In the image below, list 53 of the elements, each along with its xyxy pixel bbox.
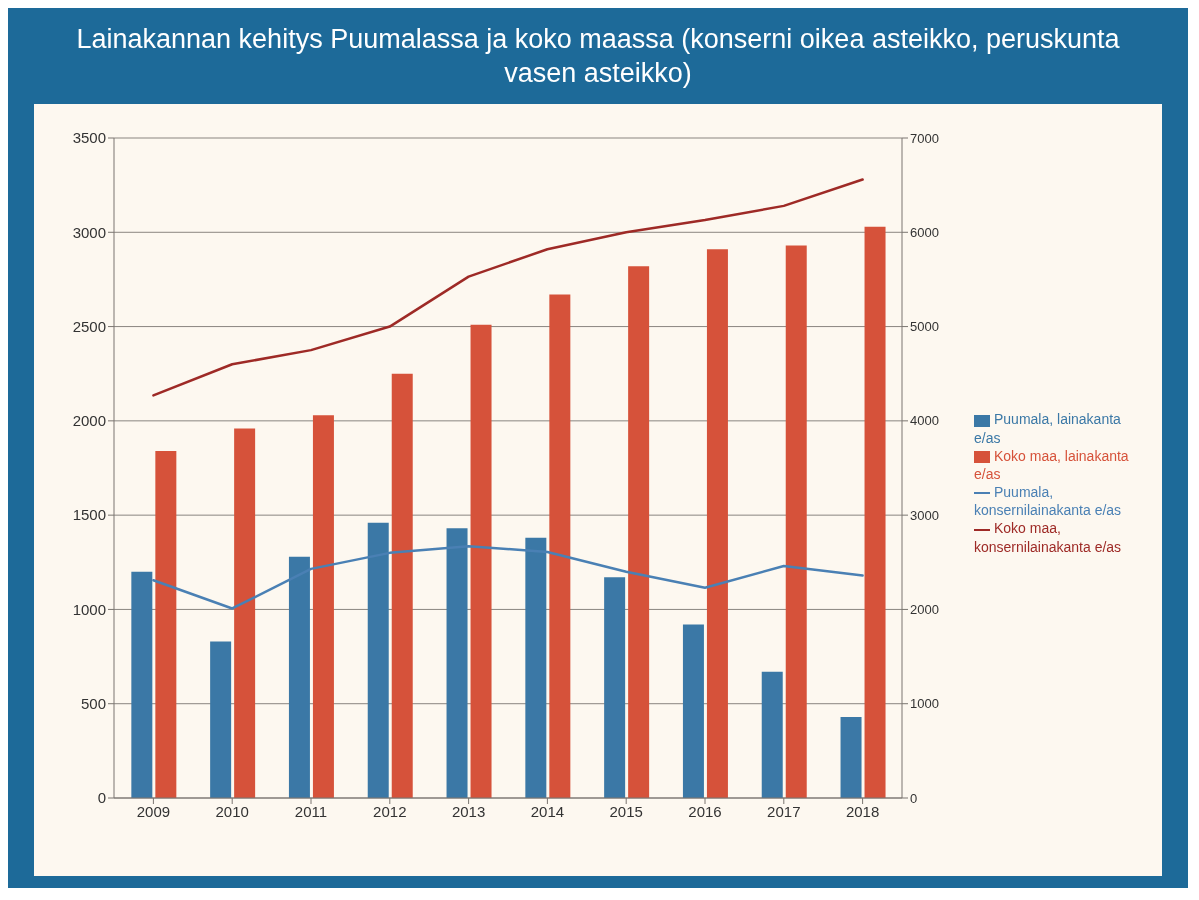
x-tick-label: 2014 bbox=[530, 802, 565, 820]
y-tick-label: 2500 bbox=[72, 317, 106, 335]
y-tick-label: 0 bbox=[97, 789, 106, 807]
bar bbox=[367, 522, 389, 798]
y2-tick-label: 3000 bbox=[910, 507, 939, 523]
bar bbox=[446, 528, 468, 798]
bar bbox=[131, 571, 153, 798]
legend-label: Koko maa, lainakanta e/as bbox=[974, 447, 1129, 482]
legend-label: Koko maa, konsernilainakanta e/as bbox=[974, 520, 1122, 555]
y-tick-label: 3000 bbox=[72, 223, 106, 241]
y2-tick-label: 2000 bbox=[910, 602, 939, 618]
legend-label: Puumala, konsernilainakanta e/as bbox=[974, 484, 1122, 519]
bar bbox=[706, 249, 728, 798]
x-tick-label: 2015 bbox=[609, 802, 643, 820]
bar bbox=[391, 373, 413, 798]
line-series bbox=[152, 178, 864, 397]
y2-tick-label: 6000 bbox=[910, 224, 939, 240]
legend-label: Puumala, lainakanta e/as bbox=[974, 411, 1121, 446]
y-tick-label: 500 bbox=[80, 695, 106, 713]
y-tick-label: 2000 bbox=[72, 412, 106, 430]
bar bbox=[604, 577, 626, 798]
y2-tick-label: 1000 bbox=[910, 696, 939, 712]
bar bbox=[155, 451, 177, 798]
bar bbox=[288, 556, 310, 798]
y-tick-label: 1500 bbox=[72, 506, 106, 524]
x-tick-label: 2018 bbox=[845, 802, 880, 820]
bar bbox=[682, 624, 704, 798]
x-tick-label: 2010 bbox=[215, 802, 249, 820]
x-tick-label: 2017 bbox=[767, 802, 801, 820]
bar bbox=[785, 245, 807, 798]
y2-tick-label: 7000 bbox=[910, 130, 939, 146]
line-series bbox=[152, 545, 864, 610]
bar bbox=[628, 266, 650, 798]
y2-tick-label: 0 bbox=[910, 790, 918, 806]
bar bbox=[210, 641, 232, 798]
y2-tick-label: 4000 bbox=[910, 413, 939, 429]
x-tick-label: 2009 bbox=[136, 802, 171, 820]
bar bbox=[525, 537, 547, 798]
x-tick-label: 2016 bbox=[688, 802, 722, 820]
bar bbox=[840, 716, 862, 798]
bar bbox=[549, 294, 571, 798]
bar bbox=[234, 428, 256, 798]
y-tick-label: 3500 bbox=[72, 129, 106, 147]
bar bbox=[761, 671, 783, 798]
bar bbox=[864, 226, 886, 798]
y-tick-label: 1000 bbox=[72, 600, 106, 618]
y2-tick-label: 5000 bbox=[910, 319, 939, 335]
x-tick-label: 2013 bbox=[451, 802, 486, 820]
x-tick-label: 2011 bbox=[294, 802, 328, 820]
chart-title: Lainakannan kehitys Puumalassa ja koko maassa (konserni oikea asteikko, peruskunta vasen asteikko) bbox=[75, 23, 1121, 90]
bar bbox=[312, 415, 334, 798]
x-tick-label: 2012 bbox=[373, 802, 407, 820]
bar bbox=[470, 324, 492, 798]
